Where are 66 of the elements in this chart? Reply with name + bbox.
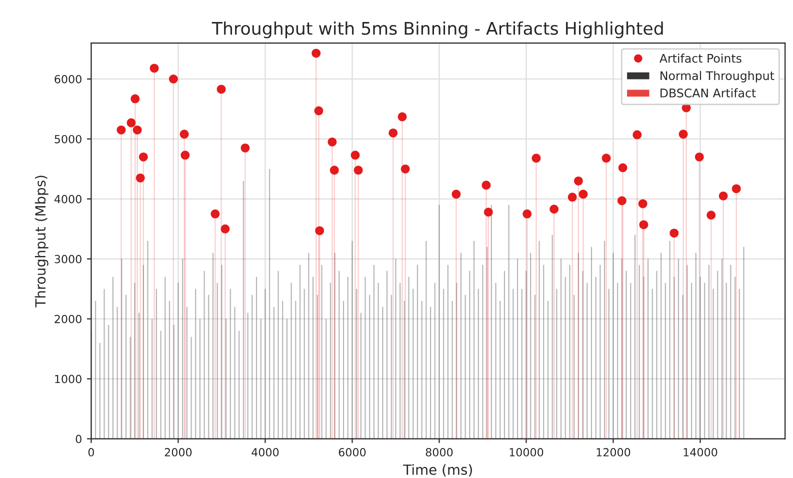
point: [150, 64, 159, 73]
x-tick-label: 12000: [596, 448, 630, 456]
x-tick-label: 0: [88, 448, 94, 456]
point: [578, 190, 588, 199]
y-tick-label: 2000: [54, 314, 82, 324]
point: [678, 130, 688, 139]
point: [330, 166, 339, 175]
point: [216, 84, 226, 94]
point: [602, 154, 611, 163]
point: [706, 210, 716, 220]
point: [522, 209, 532, 218]
point: [632, 130, 642, 140]
point: [398, 112, 407, 122]
point: [136, 173, 145, 182]
point: [482, 180, 491, 190]
x-axis-title: Time (ms): [403, 464, 472, 477]
point: [618, 163, 628, 172]
x-tick-label: 6000: [338, 448, 366, 456]
point: [732, 184, 741, 194]
y-axis-title: Throughput (Mbps): [34, 176, 48, 308]
x-tick-label: 14000: [684, 448, 718, 456]
point: [400, 164, 410, 174]
point: [638, 199, 648, 208]
y-tick-label: 5000: [54, 134, 82, 144]
y-tick-label: 0: [76, 434, 82, 444]
point: [312, 48, 321, 58]
y-tick-label: 6000: [54, 74, 82, 84]
point: [484, 208, 493, 217]
point: [532, 154, 541, 163]
point: [116, 125, 126, 134]
chart-title: Throughput with 5ms Binning - Artifacts Highlighted: [212, 21, 663, 38]
point: [328, 137, 337, 146]
point: [180, 130, 189, 139]
point: [670, 228, 679, 238]
point: [574, 176, 583, 186]
point: [210, 209, 220, 218]
legend-label: DBSCAN Artifact: [660, 88, 756, 98]
x-tick-label: 2000: [164, 448, 192, 456]
y-tick-label: 1000: [55, 374, 82, 384]
point: [130, 94, 140, 104]
legend-label: Normal Throughput: [660, 70, 774, 82]
x-tick-label: 10000: [510, 448, 544, 456]
point: [168, 74, 178, 84]
point: [388, 128, 398, 138]
point: [315, 226, 324, 236]
x-tick-label: 4000: [252, 448, 279, 456]
legend-label: Artifact Points: [660, 54, 742, 63]
point: [718, 191, 728, 200]
point: [617, 196, 626, 206]
point: [138, 152, 148, 162]
point: [180, 150, 190, 160]
point: [314, 106, 324, 116]
point: [452, 190, 461, 199]
x-tick-label: 8000: [426, 448, 453, 456]
y-tick-label: 4000: [54, 194, 82, 204]
point: [220, 224, 230, 234]
point: [694, 152, 704, 162]
point: [550, 204, 559, 214]
point: [568, 192, 577, 202]
point: [354, 166, 363, 175]
point: [126, 118, 136, 128]
point: [132, 125, 142, 134]
point: [240, 143, 250, 152]
point: [639, 220, 648, 230]
y-tick-label: 3000: [54, 254, 82, 264]
point: [350, 150, 360, 160]
